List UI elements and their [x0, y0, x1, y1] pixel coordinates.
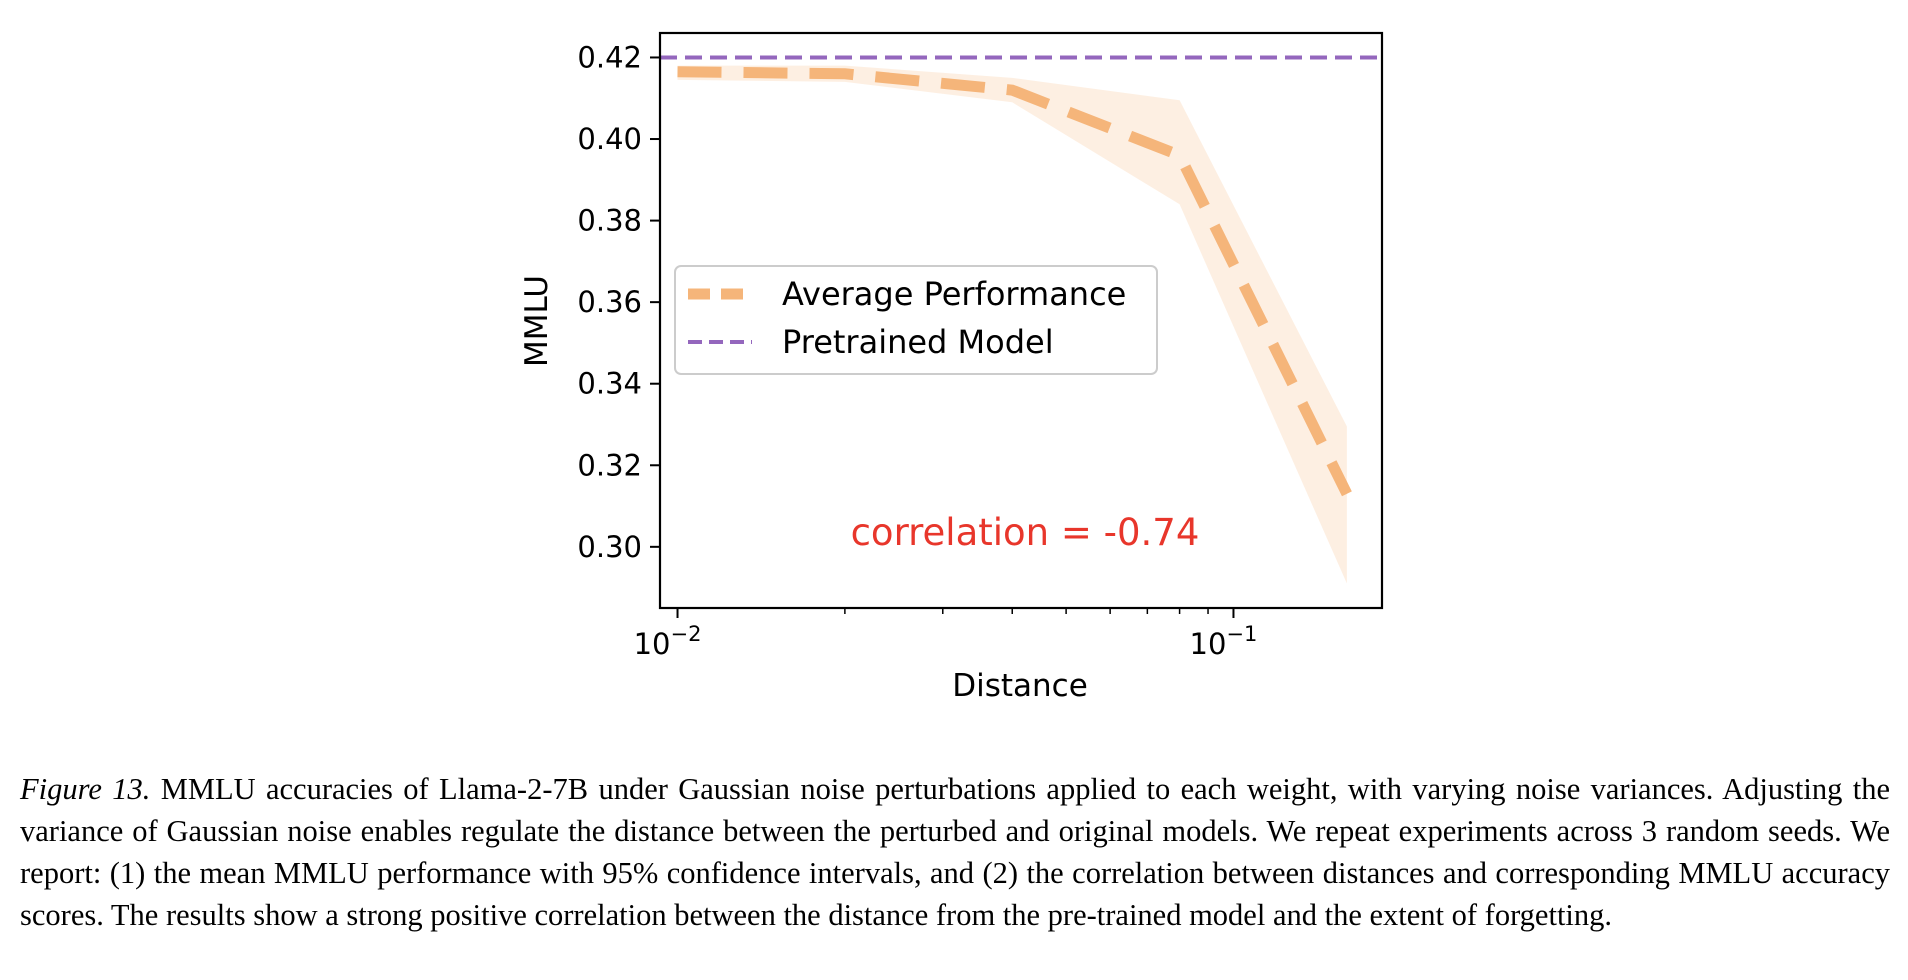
- x-tick-label: 10−1: [1190, 622, 1258, 661]
- caption-label: Figure 13.: [20, 772, 151, 806]
- legend-label-pretrained-model: Pretrained Model: [782, 323, 1054, 361]
- y-tick-label: 0.32: [577, 448, 642, 482]
- legend-box: [674, 265, 1158, 375]
- x-tick-label: 10−2: [634, 622, 702, 661]
- y-tick-label: 0.38: [577, 204, 642, 238]
- y-axis-title: MMLU: [519, 275, 555, 367]
- chart: 0.30 0.32 0.34 0.36 0.38 0.40 0.42 10−2 10−1 Ave…: [519, 31, 1384, 704]
- y-tick-label: 0.36: [577, 285, 642, 319]
- x-axis-title: Distance: [952, 668, 1088, 704]
- y-tick-label: 0.42: [577, 40, 642, 74]
- y-tick-label: 0.30: [577, 530, 642, 564]
- legend-label-average-performance: Average Performance: [782, 275, 1126, 313]
- correlation-annotation: correlation = -0.74: [851, 511, 1200, 554]
- legend: Average Performance Pretrained Model: [674, 265, 1158, 375]
- y-tick-label: 0.40: [577, 122, 642, 156]
- plot-frame: [658, 31, 1384, 610]
- x-tick-exponent: −1: [1226, 622, 1257, 646]
- caption-text: MMLU accuracies of Llama-2-7B under Gaus…: [20, 772, 1890, 932]
- series-average-performance-line: [677, 66, 1352, 497]
- figure-caption: Figure 13. MMLU accuracies of Llama-2-7B…: [20, 768, 1890, 936]
- x-tick-exponent: −2: [670, 622, 701, 646]
- y-tick-label: 0.34: [577, 367, 642, 401]
- confidence-band: [677, 65, 1347, 584]
